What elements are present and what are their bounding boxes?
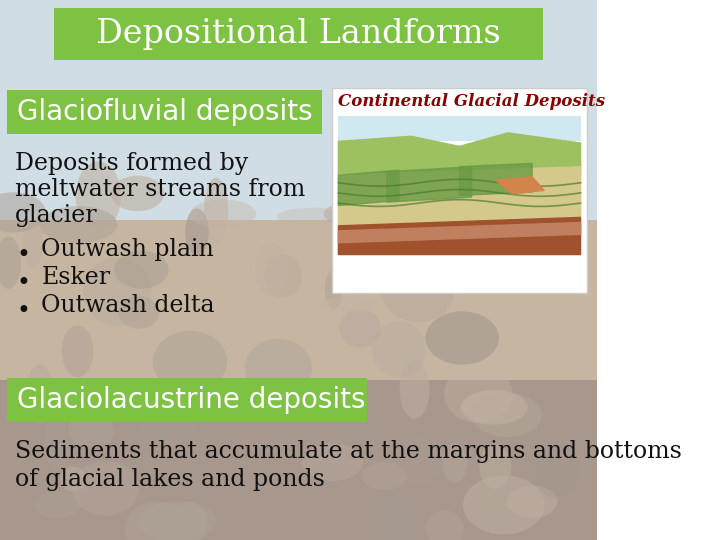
Ellipse shape [500, 249, 520, 280]
Ellipse shape [135, 389, 200, 446]
Ellipse shape [338, 395, 360, 433]
Ellipse shape [534, 441, 581, 498]
Bar [0, 0, 597, 220]
Bar [0, 380, 597, 540]
Ellipse shape [23, 219, 43, 267]
Ellipse shape [114, 251, 168, 289]
Text: •: • [17, 300, 30, 323]
Text: Continental Glacial Deposits: Continental Glacial Deposits [338, 93, 606, 111]
Ellipse shape [366, 199, 392, 237]
Ellipse shape [324, 202, 381, 226]
Text: meltwater streams from: meltwater streams from [15, 178, 305, 201]
Ellipse shape [506, 485, 557, 518]
Polygon shape [496, 177, 544, 194]
Ellipse shape [325, 270, 343, 309]
Text: glacier: glacier [15, 204, 97, 227]
Ellipse shape [255, 241, 287, 297]
Polygon shape [338, 133, 580, 175]
Ellipse shape [60, 467, 86, 491]
Ellipse shape [27, 364, 53, 424]
Ellipse shape [480, 480, 506, 525]
Bar [0, 220, 597, 380]
Text: •: • [17, 272, 30, 295]
Ellipse shape [62, 325, 94, 377]
Text: Outwash plain: Outwash plain [42, 238, 215, 261]
Polygon shape [338, 222, 580, 243]
Polygon shape [387, 167, 472, 202]
Ellipse shape [39, 206, 117, 243]
Ellipse shape [204, 178, 228, 246]
Ellipse shape [392, 222, 423, 238]
Polygon shape [338, 167, 580, 226]
Ellipse shape [245, 339, 312, 397]
Ellipse shape [138, 501, 216, 540]
Ellipse shape [319, 297, 375, 313]
Text: •: • [17, 244, 30, 267]
Polygon shape [338, 218, 580, 254]
Text: Esker: Esker [42, 266, 111, 289]
Ellipse shape [480, 445, 511, 489]
Ellipse shape [382, 263, 454, 322]
Ellipse shape [276, 208, 348, 226]
Bar [332, 88, 588, 293]
Ellipse shape [361, 462, 408, 490]
Ellipse shape [378, 491, 414, 540]
Ellipse shape [443, 189, 492, 231]
Text: Depositional Landforms: Depositional Landforms [96, 18, 501, 50]
Ellipse shape [302, 443, 363, 481]
Text: Sediments that accumulate at the margins and bottoms: Sediments that accumulate at the margins… [15, 440, 682, 463]
Polygon shape [338, 170, 399, 206]
Polygon shape [459, 163, 532, 195]
Ellipse shape [111, 176, 164, 211]
Ellipse shape [442, 443, 467, 483]
Ellipse shape [426, 312, 499, 364]
Ellipse shape [118, 296, 159, 329]
Ellipse shape [463, 475, 544, 535]
Ellipse shape [441, 241, 489, 259]
Text: of glacial lakes and ponds: of glacial lakes and ponds [15, 468, 325, 491]
Ellipse shape [372, 321, 426, 378]
Text: Glaciofluvial deposits: Glaciofluvial deposits [17, 98, 312, 126]
Ellipse shape [444, 364, 513, 423]
Ellipse shape [190, 199, 256, 229]
Ellipse shape [45, 408, 68, 475]
Ellipse shape [153, 330, 228, 393]
Ellipse shape [0, 192, 46, 233]
Ellipse shape [408, 222, 470, 284]
Ellipse shape [439, 207, 491, 250]
Ellipse shape [397, 438, 445, 484]
Text: Outwash delta: Outwash delta [42, 294, 215, 317]
Ellipse shape [185, 208, 209, 255]
Ellipse shape [171, 501, 207, 540]
Ellipse shape [532, 228, 568, 251]
Ellipse shape [339, 309, 381, 348]
Ellipse shape [68, 413, 114, 449]
Ellipse shape [400, 360, 430, 419]
Ellipse shape [472, 393, 541, 437]
Ellipse shape [264, 254, 302, 298]
Text: Glaciolacustrine deposits: Glaciolacustrine deposits [17, 386, 365, 414]
Ellipse shape [34, 492, 81, 518]
Bar [6, 90, 322, 134]
Ellipse shape [84, 258, 151, 326]
Ellipse shape [461, 390, 528, 424]
Bar [338, 116, 580, 141]
Ellipse shape [213, 399, 247, 422]
Ellipse shape [0, 237, 21, 289]
Bar [54, 8, 544, 60]
Ellipse shape [72, 461, 139, 516]
Text: Deposits formed by: Deposits formed by [15, 152, 248, 175]
Ellipse shape [76, 161, 121, 231]
Bar [6, 378, 367, 422]
Ellipse shape [125, 502, 193, 540]
Ellipse shape [426, 511, 464, 540]
